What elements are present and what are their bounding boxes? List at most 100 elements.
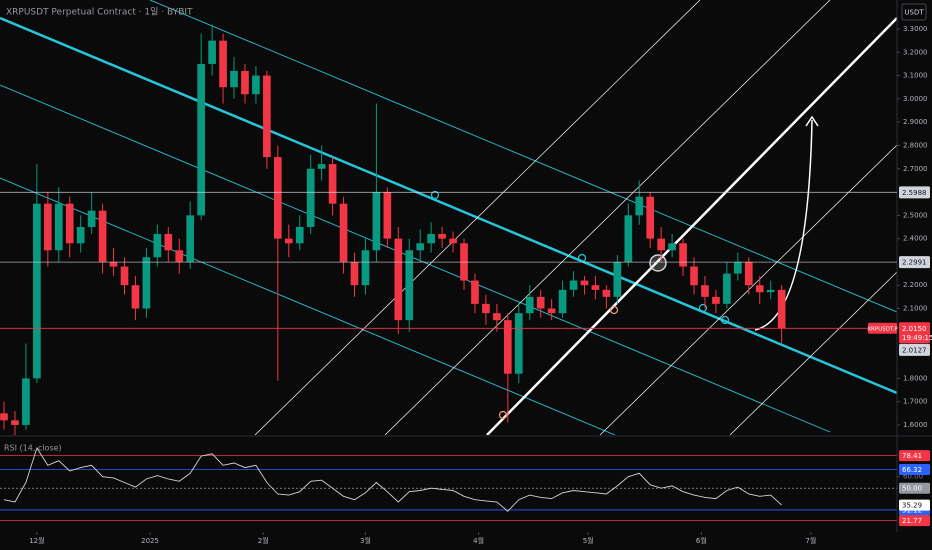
candle-body bbox=[635, 196, 644, 216]
channel-line bbox=[149, 0, 897, 313]
candle-body bbox=[208, 40, 216, 64]
last-price-badge bbox=[899, 322, 930, 344]
candle-body bbox=[482, 303, 490, 314]
price-pane bbox=[0, 0, 897, 435]
candle-body bbox=[755, 285, 764, 293]
candle-body bbox=[744, 261, 753, 286]
candle-body bbox=[723, 273, 731, 304]
candle-body bbox=[317, 164, 326, 169]
candle-body bbox=[295, 226, 304, 244]
candle-body bbox=[273, 157, 282, 239]
y-tick-label: 2.5000 bbox=[903, 211, 928, 219]
symbol-label: XRPUSDT.P bbox=[867, 326, 898, 332]
price-line-badge bbox=[899, 186, 930, 199]
candle-body bbox=[142, 257, 151, 309]
candle-body bbox=[306, 168, 315, 227]
touch-marker bbox=[698, 303, 708, 313]
candle-body bbox=[109, 261, 118, 267]
rsi-level-label: 50.00 bbox=[902, 485, 922, 493]
touch-marker bbox=[720, 315, 730, 325]
candle-body bbox=[54, 203, 63, 251]
candle-body bbox=[230, 70, 238, 88]
candle-body bbox=[252, 75, 260, 95]
candle-body bbox=[76, 226, 85, 244]
y-tick-label: 2.9000 bbox=[903, 118, 928, 126]
candle-body bbox=[514, 313, 523, 374]
trend-line bbox=[0, 16, 897, 395]
rsi-pane bbox=[0, 446, 897, 522]
rsi-line bbox=[3, 446, 782, 512]
candle-body bbox=[43, 203, 52, 251]
candle-body bbox=[33, 203, 41, 379]
candle-body bbox=[613, 261, 622, 297]
y-tick-label: 3.3000 bbox=[903, 25, 928, 33]
x-tick-label: 5월 bbox=[583, 536, 594, 545]
candle-body bbox=[591, 285, 600, 290]
candle-body bbox=[471, 280, 479, 304]
candle-body bbox=[602, 289, 611, 297]
touch-marker bbox=[609, 305, 619, 315]
rsi-value-badge bbox=[899, 499, 930, 511]
candle-body bbox=[449, 238, 457, 244]
mark-price-badge bbox=[899, 343, 930, 356]
candle-body bbox=[219, 40, 227, 88]
candle-body bbox=[503, 320, 512, 374]
x-tick-label: 3월 bbox=[360, 536, 371, 545]
rsi-level-badge bbox=[899, 482, 930, 494]
x-tick-label: 2025 bbox=[141, 537, 159, 545]
rsi-level-label: 66.32 bbox=[902, 466, 922, 474]
candle-body bbox=[120, 266, 129, 286]
x-tick-label: 12월 bbox=[29, 536, 44, 545]
x-tick-label: 4월 bbox=[473, 536, 484, 545]
y-tick-label: 2.8000 bbox=[903, 141, 928, 149]
y-tick-label: 3.2000 bbox=[903, 48, 928, 56]
y-tick-label: 1.7000 bbox=[903, 398, 928, 406]
countdown-label: 19:49:15 bbox=[902, 334, 932, 342]
last-price-label: 2.0150 bbox=[902, 325, 927, 333]
symbol-badge bbox=[868, 322, 897, 334]
candle-body bbox=[525, 296, 534, 314]
candle-body bbox=[712, 296, 720, 304]
x-tick-label: 7월 bbox=[805, 536, 816, 545]
candle-body bbox=[241, 70, 249, 95]
drawings bbox=[0, 0, 897, 435]
channel-line bbox=[254, 0, 701, 435]
chart-title: XRPUSDT Perpetual Contract · 1일 · BYBIT bbox=[6, 7, 193, 18]
rsi-level-badge bbox=[899, 450, 930, 462]
y-tick-label: 3.1000 bbox=[903, 72, 928, 80]
candle-body bbox=[383, 192, 392, 239]
candle-body bbox=[361, 250, 370, 286]
candle-body bbox=[438, 233, 446, 239]
candle-body bbox=[131, 285, 140, 309]
candle-body bbox=[536, 296, 545, 309]
candle-body bbox=[427, 233, 435, 244]
currency-label: USDT bbox=[904, 9, 924, 17]
candle-body bbox=[0, 413, 8, 421]
candle-body bbox=[558, 289, 567, 314]
mark-price-label: 2.0127 bbox=[902, 346, 927, 354]
candle-body bbox=[186, 215, 195, 262]
candle-body bbox=[98, 210, 107, 262]
y-tick-label: 3.0000 bbox=[903, 95, 928, 103]
channel-line bbox=[0, 84, 831, 433]
trend-line bbox=[486, 17, 897, 435]
currency-badge bbox=[901, 3, 927, 21]
candle-body bbox=[394, 238, 403, 321]
price-line-label: 2.2991 bbox=[902, 259, 927, 267]
candle-body bbox=[493, 313, 501, 321]
candle-body bbox=[284, 238, 293, 244]
candle-body bbox=[372, 192, 381, 251]
rsi-level-label: 78.41 bbox=[902, 452, 922, 460]
arrow-head bbox=[805, 115, 819, 127]
candle-body bbox=[164, 233, 173, 251]
y-tick-label: 2.2000 bbox=[903, 281, 928, 289]
y-tick-label: 1.6000 bbox=[903, 421, 928, 429]
candle-body bbox=[777, 289, 786, 329]
channel-line bbox=[729, 271, 897, 435]
y-tick-label: 1.8000 bbox=[903, 374, 928, 382]
candle-body bbox=[263, 75, 271, 158]
rsi-value-label: 35.29 bbox=[902, 502, 922, 510]
candle-body bbox=[668, 243, 676, 251]
